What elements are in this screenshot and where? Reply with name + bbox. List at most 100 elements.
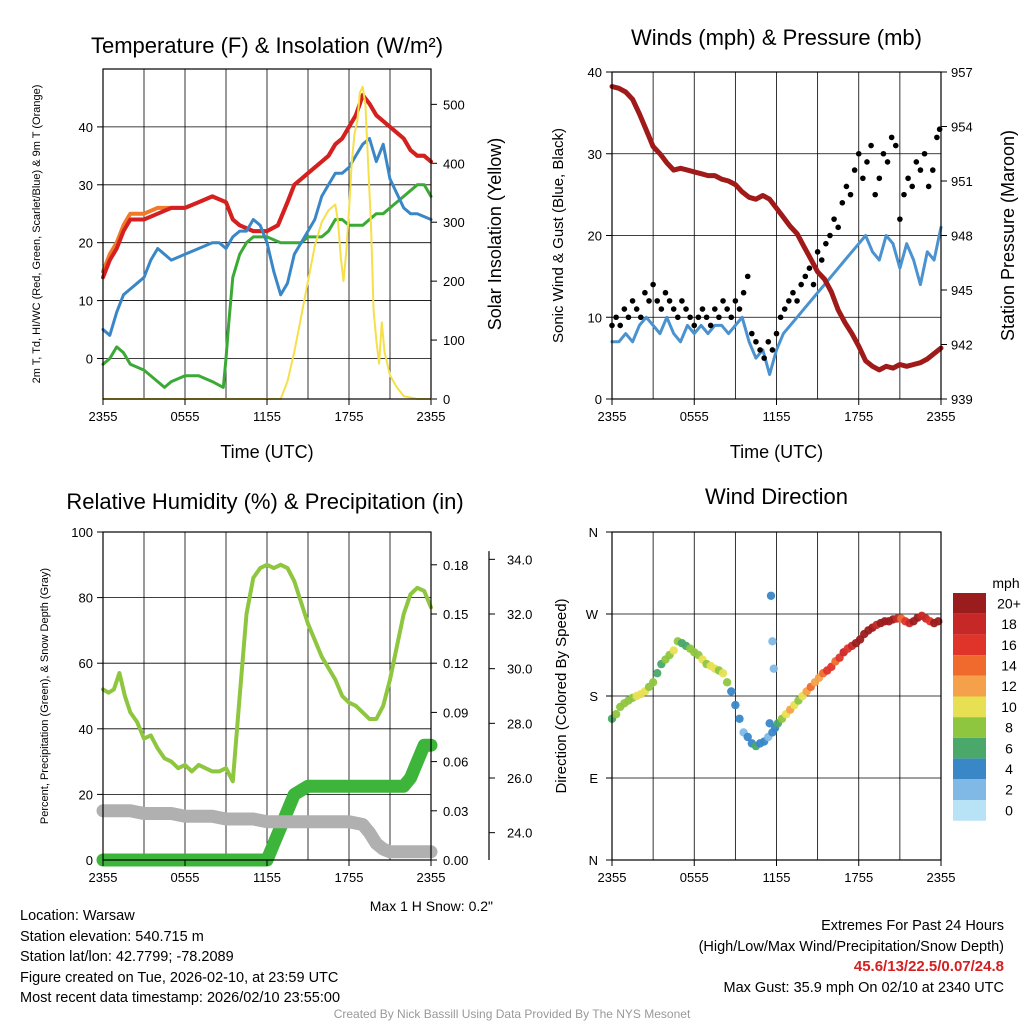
figure-created: Figure created on Tue, 2026-02-10, at 23… — [20, 969, 339, 986]
gust-point — [707, 322, 714, 329]
gust-point — [716, 314, 722, 321]
gust-point — [905, 175, 911, 182]
direction-point — [765, 719, 774, 728]
direction-point — [735, 714, 744, 723]
station-location: Location: Warsaw — [20, 908, 135, 924]
gust-point — [798, 281, 804, 288]
dir-y-tick-label: N — [589, 525, 598, 540]
gust-point — [917, 167, 924, 173]
precip-y-tick-label: 0.00 — [443, 853, 468, 868]
temp-y-axis-label: 2m T, Td, HI/WC (Red, Green, Scarlet/Blu… — [31, 85, 43, 384]
temp-x-tick-label: 0555 — [171, 409, 200, 424]
gust-point — [835, 224, 841, 231]
rh-y-tick-label: 20 — [79, 787, 93, 802]
gust-point — [925, 183, 932, 190]
gust-point — [843, 183, 850, 190]
direction-point — [653, 669, 662, 678]
gust-point — [646, 298, 652, 304]
insolation-y-tick-label: 100 — [443, 333, 465, 348]
pressure-y-axis-label: Station Pressure (Maroon) — [998, 130, 1018, 341]
rh-y-tick-label: 100 — [71, 525, 93, 540]
insolation-y-tick-label: 0 — [443, 392, 450, 407]
rh-series-relative-humidity — [101, 562, 433, 784]
gust-point — [864, 159, 870, 165]
gust-point — [913, 159, 920, 165]
rh-y-tick-label: 80 — [79, 591, 93, 606]
wind-x-tick-label: 1755 — [844, 409, 873, 424]
gust-point — [765, 338, 772, 345]
temp-x-tick-label: 1755 — [335, 409, 364, 424]
rh-y-tick-label: 40 — [79, 722, 93, 737]
speed-legend-swatch — [953, 717, 986, 738]
direction-point — [727, 687, 736, 696]
speed-legend-label: 14 — [1001, 657, 1017, 673]
speed-legend-label: 18 — [1001, 616, 1017, 632]
gust-point — [901, 191, 907, 198]
dir-y-tick-label: N — [589, 853, 598, 868]
speed-legend-swatch — [953, 758, 986, 780]
gust-point — [921, 150, 928, 157]
wind-x-tick-label: 2355 — [598, 409, 627, 424]
gust-point — [637, 314, 644, 321]
gust-point — [728, 314, 735, 321]
precip-y-tick-label: 0.18 — [443, 558, 468, 573]
wind-y-tick-label: 10 — [588, 310, 602, 325]
gust-point — [687, 314, 693, 321]
precip-y-tick-label: 0.06 — [443, 755, 468, 770]
wind-y-tick-label: 30 — [588, 147, 602, 162]
direction-point — [731, 700, 740, 710]
gust-point — [847, 191, 854, 198]
dir-chart-title: Wind Direction — [705, 484, 848, 509]
temp-y-tick-label: 20 — [79, 236, 93, 251]
gust-point — [790, 289, 796, 296]
wind-x-tick-label: 1155 — [763, 409, 791, 424]
gust-point — [806, 265, 813, 272]
rh-y-tick-label: 60 — [79, 656, 93, 671]
insolation-y-tick-label: 400 — [443, 156, 465, 171]
dir-y-tick-label: S — [589, 689, 598, 704]
gust-point — [617, 322, 624, 329]
gust-point — [880, 150, 887, 157]
gust-point — [683, 306, 689, 312]
snow-depth-y-tick-label: 34.0 — [507, 552, 532, 567]
temp-y-tick-label: 0 — [86, 351, 93, 366]
dir-x-tick-label: 2355 — [927, 870, 956, 885]
gust-point — [732, 298, 739, 304]
pressure-y-tick-label: 954 — [951, 120, 973, 135]
direction-point — [934, 617, 943, 626]
dir-y-axis-label: Direction (Colored By Speed) — [553, 598, 570, 793]
extremes-heading: Extremes For Past 24 Hours — [821, 918, 1004, 934]
pressure-y-tick-label: 948 — [951, 229, 973, 244]
dir-y-tick-label: W — [586, 607, 599, 622]
speed-legend-label: 0 — [1005, 802, 1013, 818]
gust-point — [625, 314, 632, 321]
direction-point — [722, 678, 732, 687]
wind-x-axis-label: Time (UTC) — [730, 442, 823, 462]
gust-point — [818, 257, 825, 263]
temp-series-wind-chill — [101, 137, 433, 337]
gust-point — [699, 306, 706, 312]
gust-point — [872, 191, 878, 198]
wind-y-axis-label: Sonic Wind & Gust (Blue, Black) — [550, 128, 567, 343]
gust-point — [810, 281, 817, 288]
direction-point — [611, 710, 621, 719]
gust-point — [642, 289, 648, 296]
speed-legend-label: 20+ — [997, 595, 1021, 611]
gust-point — [929, 167, 936, 173]
temp-x-axis-label: Time (UTC) — [220, 442, 313, 462]
rh-x-tick-label: 0555 — [171, 870, 200, 885]
gust-point — [712, 306, 718, 312]
direction-point — [743, 732, 752, 742]
max-gust: Max Gust: 35.9 mph On 02/10 at 2340 UTC — [723, 979, 1004, 996]
credit-line: Created By Nick Bassill Using Data Provi… — [333, 1007, 691, 1021]
extremes-values: 45.6/13/22.5/0.07/24.8 — [853, 958, 1004, 975]
gust-point — [757, 347, 763, 353]
pressure-y-tick-label: 939 — [951, 392, 973, 407]
dir-x-tick-label: 2355 — [598, 870, 627, 885]
dir-x-tick-label: 0555 — [680, 870, 709, 885]
wind-chart-title: Winds (mph) & Pressure (mb) — [631, 25, 922, 50]
gust-point — [679, 298, 685, 304]
station-latlon: Station lat/lon: 42.7799; -78.2089 — [20, 949, 234, 965]
insolation-y-tick-label: 200 — [443, 274, 465, 289]
temp-x-tick-label: 2355 — [417, 409, 446, 424]
